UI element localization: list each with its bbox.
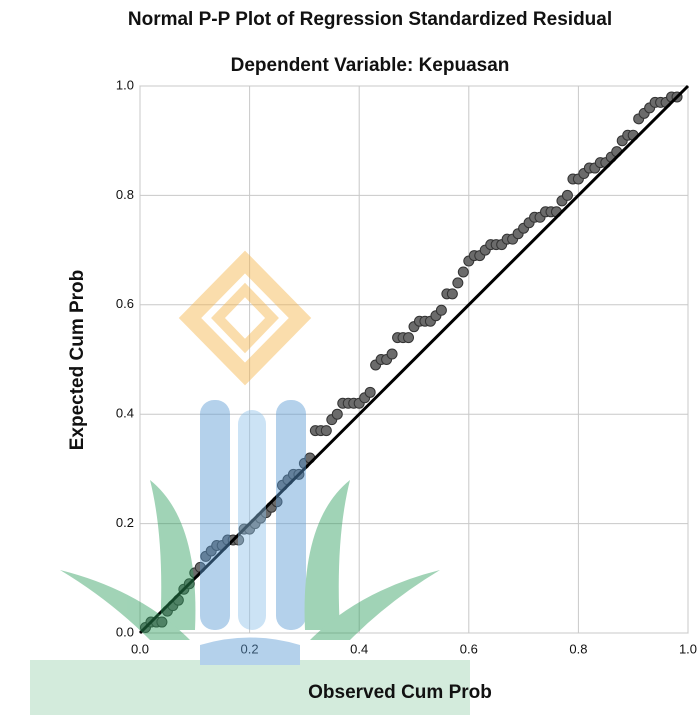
y-tick-label: 0.8 bbox=[116, 187, 134, 202]
y-tick-label: 0.2 bbox=[116, 515, 134, 530]
point bbox=[387, 349, 397, 359]
point bbox=[562, 190, 572, 200]
point bbox=[365, 387, 375, 397]
x-tick-label: 0.8 bbox=[569, 641, 587, 656]
y-tick-label: 0.4 bbox=[116, 406, 134, 421]
point bbox=[436, 305, 446, 315]
x-tick-label: 0.4 bbox=[350, 641, 368, 656]
x-tick-label: 1.0 bbox=[679, 641, 697, 656]
watermark-base bbox=[200, 638, 300, 666]
chart: 0.00.20.40.60.81.00.00.20.40.60.81.0 Nor… bbox=[0, 0, 700, 715]
x-axis-label: Observed Cum Prob bbox=[308, 682, 492, 703]
watermark-pillar bbox=[200, 400, 230, 630]
page: {"chart_data": {"type": "scatter", "titl… bbox=[0, 0, 700, 715]
y-tick-label: 0.6 bbox=[116, 296, 134, 311]
chart-title: Normal P-P Plot of Regression Standardiz… bbox=[128, 9, 612, 30]
point bbox=[453, 278, 463, 288]
x-tick-label: 0.0 bbox=[131, 641, 149, 656]
y-axis-label: Expected Cum Prob bbox=[67, 270, 88, 451]
x-tick-label: 0.6 bbox=[460, 641, 478, 656]
y-tick-label: 1.0 bbox=[116, 77, 134, 92]
point bbox=[447, 289, 457, 299]
point bbox=[404, 333, 414, 343]
point bbox=[332, 409, 342, 419]
watermark-pillar bbox=[238, 410, 266, 630]
watermark-pillar bbox=[276, 400, 306, 630]
chart-subtitle: Dependent Variable: Kepuasan bbox=[231, 55, 510, 76]
y-tick-label: 0.0 bbox=[116, 624, 134, 639]
point bbox=[321, 426, 331, 436]
point bbox=[458, 267, 468, 277]
